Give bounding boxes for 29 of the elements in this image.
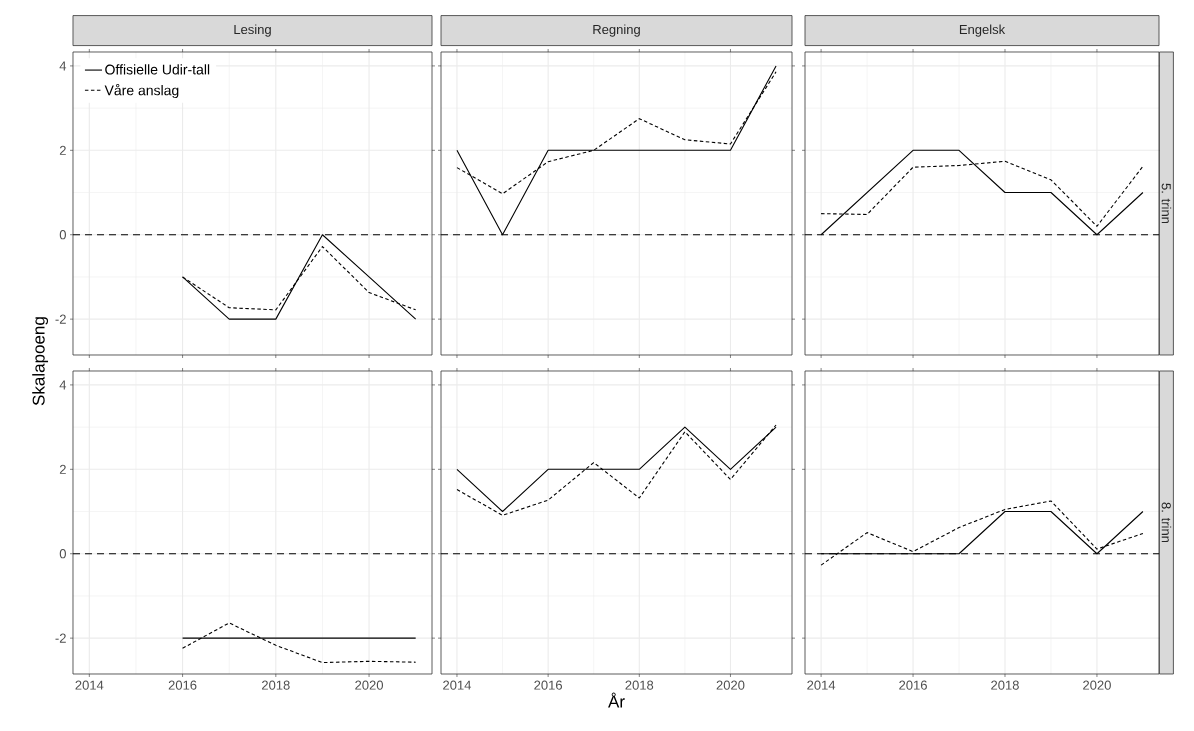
- y-tick-label: 0: [59, 230, 66, 240]
- x-tick-label: 2014: [807, 680, 836, 690]
- x-tick-label: 2020: [355, 680, 384, 690]
- x-tick-label: 2014: [443, 680, 472, 690]
- y-tick-label: 4: [59, 380, 67, 390]
- x-tick-label: 2018: [625, 680, 654, 690]
- chart-title: Engelsk: [959, 24, 1006, 37]
- x-tick-label: 2016: [899, 680, 927, 690]
- x-tick-label: 2016: [168, 680, 197, 690]
- y-tick-label: -2: [55, 314, 66, 324]
- legend-label: Offisielle Udir-tall: [105, 64, 210, 75]
- x-tick-label: 2018: [262, 680, 290, 690]
- y-tick-label: 4: [59, 61, 67, 71]
- x-axis-title: År: [608, 692, 625, 708]
- y-tick-label: 2: [59, 464, 66, 474]
- y2-axis-title: 5. trinn: [1161, 183, 1172, 224]
- y-tick-label: 0: [59, 549, 66, 559]
- x-tick-label: 2016: [534, 680, 563, 690]
- x-tick-label: 2020: [1083, 680, 1111, 690]
- chart-title: Lesing: [234, 24, 271, 37]
- x-tick-label: 2014: [75, 680, 104, 690]
- y-tick-label: -2: [55, 633, 66, 643]
- y-tick-label: 2: [59, 145, 66, 155]
- y-axis-title: Skalapoeng: [32, 317, 49, 406]
- x-tick-label: 2020: [716, 680, 745, 690]
- y2-axis-title: 8. trinn: [1161, 502, 1172, 543]
- legend-label: Våre anslag: [104, 83, 179, 99]
- chart-title: Regning: [593, 24, 640, 37]
- x-tick-label: 2018: [991, 680, 1019, 690]
